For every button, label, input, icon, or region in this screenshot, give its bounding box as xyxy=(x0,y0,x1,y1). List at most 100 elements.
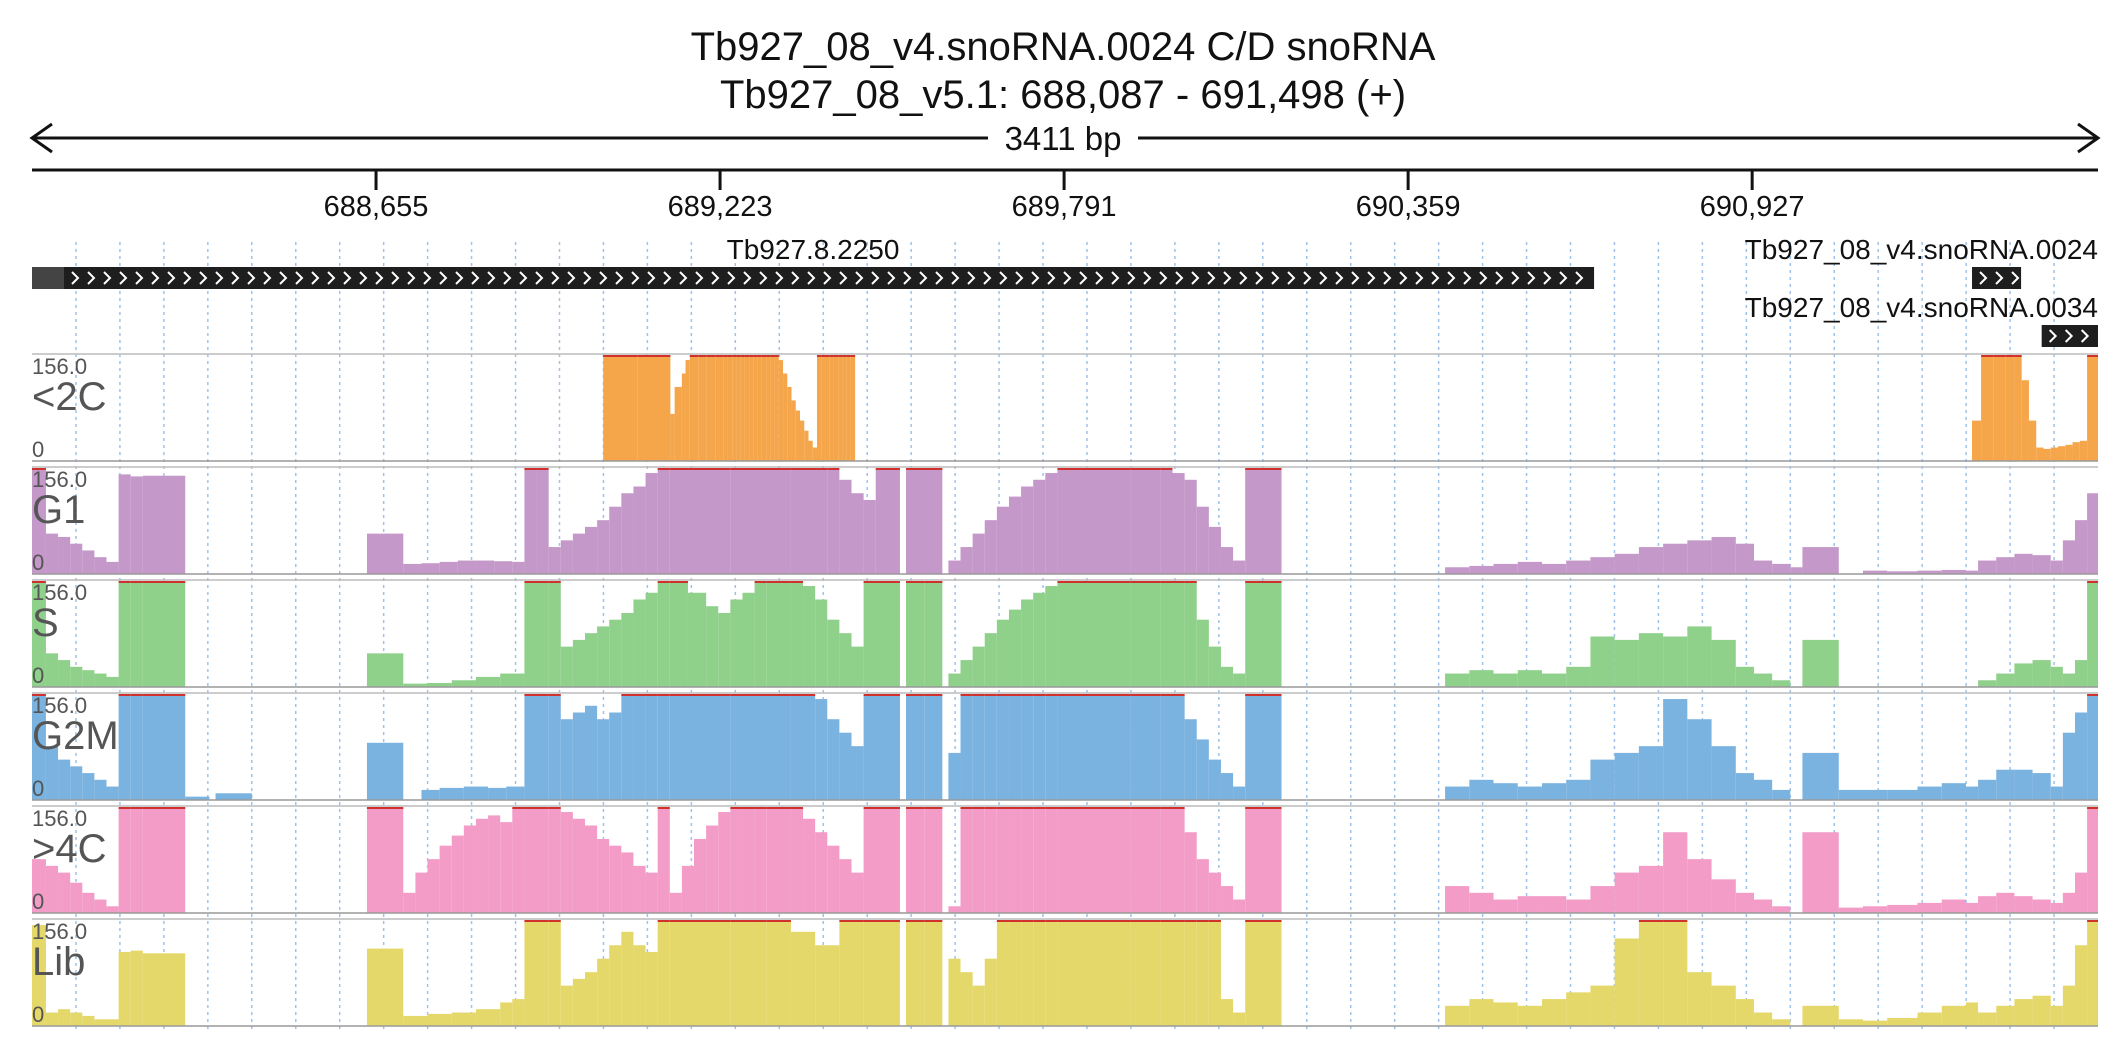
coverage-bar xyxy=(524,808,549,913)
coverage-bar xyxy=(1057,921,1131,1026)
coverage-bar xyxy=(1614,639,1639,687)
coverage-bar xyxy=(1445,567,1470,574)
coverage-bar xyxy=(2087,356,2098,461)
coverage-bar xyxy=(2043,448,2051,461)
strand-arrow-icon xyxy=(423,271,432,285)
coverage-bar xyxy=(1941,569,1966,574)
coverage-bar xyxy=(2074,945,2088,1026)
coverage-bar xyxy=(996,808,1009,913)
coverage-bar xyxy=(106,906,119,913)
coverage-bar xyxy=(82,670,95,687)
coverage-bar xyxy=(2014,663,2033,687)
coverage-bar xyxy=(1008,921,1022,1026)
track-min-label: 0 xyxy=(32,550,44,575)
coverage-bar xyxy=(524,921,549,1026)
gene-label: Tb927_08_v4.snoRNA.0024 xyxy=(1745,234,2098,265)
gene-feature: Tb927.8.2250 xyxy=(32,234,1595,289)
coverage-bar xyxy=(710,356,716,461)
coverage-bar xyxy=(2050,666,2063,687)
coverage-bar xyxy=(1033,808,1046,913)
coverage-bar xyxy=(32,859,46,913)
coverage-bar xyxy=(2014,356,2022,461)
coverage-bar xyxy=(1469,779,1494,800)
strand-arrow-icon xyxy=(167,271,176,285)
coverage-bar xyxy=(1008,695,1022,800)
coverage-bar xyxy=(742,592,755,687)
coverage-bar xyxy=(1972,420,1982,461)
strand-arrow-icon xyxy=(567,271,576,285)
coverage-bar xyxy=(1445,786,1470,800)
coverage-bar xyxy=(621,612,634,687)
coverage-bar xyxy=(584,972,598,1026)
coverage-bar xyxy=(838,356,843,461)
coverage-bar xyxy=(1208,872,1221,913)
coverage-bar xyxy=(2014,896,2033,913)
strand-arrow-icon xyxy=(887,271,896,285)
coverage-bar xyxy=(851,746,864,800)
coverage-bar xyxy=(70,766,83,800)
strand-arrow-icon xyxy=(727,271,736,285)
coverage-bar xyxy=(1008,808,1022,913)
coverage-bar xyxy=(366,808,404,913)
coverage-bar xyxy=(1590,985,1615,1026)
coverage-bar xyxy=(1517,670,1542,687)
coverage-bar xyxy=(783,373,788,461)
coverage-bar xyxy=(1802,547,1839,574)
coverage-bar xyxy=(825,356,830,461)
coverage-bar xyxy=(633,945,646,1026)
coverage-bar xyxy=(1184,479,1197,574)
coverage-bar xyxy=(924,921,943,1026)
coverage-bar xyxy=(790,695,816,800)
track-max-label: 156.0 xyxy=(32,806,87,831)
strand-arrow-icon xyxy=(1335,271,1344,285)
strand-arrow-icon xyxy=(1495,271,1504,285)
coverage-bar xyxy=(1184,582,1197,687)
coverage-bar xyxy=(475,1009,501,1026)
strand-arrow-icon xyxy=(1143,271,1152,285)
strand-arrow-icon xyxy=(695,271,704,285)
coverage-bar xyxy=(996,506,1009,574)
strand-arrow-icon xyxy=(1319,271,1328,285)
coverage-bar xyxy=(972,808,985,913)
coverage-bar xyxy=(1753,899,1773,913)
coverage-bar xyxy=(2058,446,2066,461)
coverage-bar xyxy=(142,808,186,913)
coverage-bar xyxy=(736,356,741,461)
track-name: <2C xyxy=(32,375,107,419)
coverage-bar xyxy=(1663,921,1688,1026)
span-arrow-left-icon xyxy=(29,122,53,154)
coverage-bar xyxy=(1887,571,1918,574)
coverage-bar xyxy=(1208,921,1221,1026)
coverage-bar xyxy=(2032,899,2051,913)
coverage-bar xyxy=(1469,670,1494,687)
coverage-bar xyxy=(770,356,775,461)
coverage-bar xyxy=(808,440,813,461)
strand-arrow-icon xyxy=(1511,271,1520,285)
coverage-bar xyxy=(827,719,840,800)
coverage-bar xyxy=(1172,808,1185,913)
coverage-bar xyxy=(118,695,131,800)
coverage-bar xyxy=(572,978,585,1026)
strand-arrow-icon xyxy=(1223,271,1232,285)
coverage-bar xyxy=(1802,1005,1839,1026)
strand-arrow-icon xyxy=(1287,271,1296,285)
strand-arrow-icon xyxy=(743,271,752,285)
track-name: G2M xyxy=(32,714,119,758)
coverage-bar xyxy=(1735,892,1754,913)
coverage-bar xyxy=(609,712,622,800)
coverage-bar xyxy=(1996,892,2015,913)
strand-arrow-icon xyxy=(1399,271,1408,285)
coverage-bar xyxy=(787,386,792,461)
coverage-bar xyxy=(1735,666,1754,687)
coverage-bar xyxy=(2050,786,2063,800)
coverage-bar xyxy=(1590,636,1615,687)
coverage-bar xyxy=(645,872,658,913)
coverage-bar xyxy=(142,953,186,1026)
strand-arrow-icon xyxy=(343,271,352,285)
coverage-bar xyxy=(1862,1020,1888,1026)
strand-arrow-icon xyxy=(71,271,80,285)
coverage-bar xyxy=(94,899,107,913)
strand-arrow-icon xyxy=(1383,271,1392,285)
coverage-bar xyxy=(2087,921,2098,1026)
coverage-bar xyxy=(689,356,695,461)
